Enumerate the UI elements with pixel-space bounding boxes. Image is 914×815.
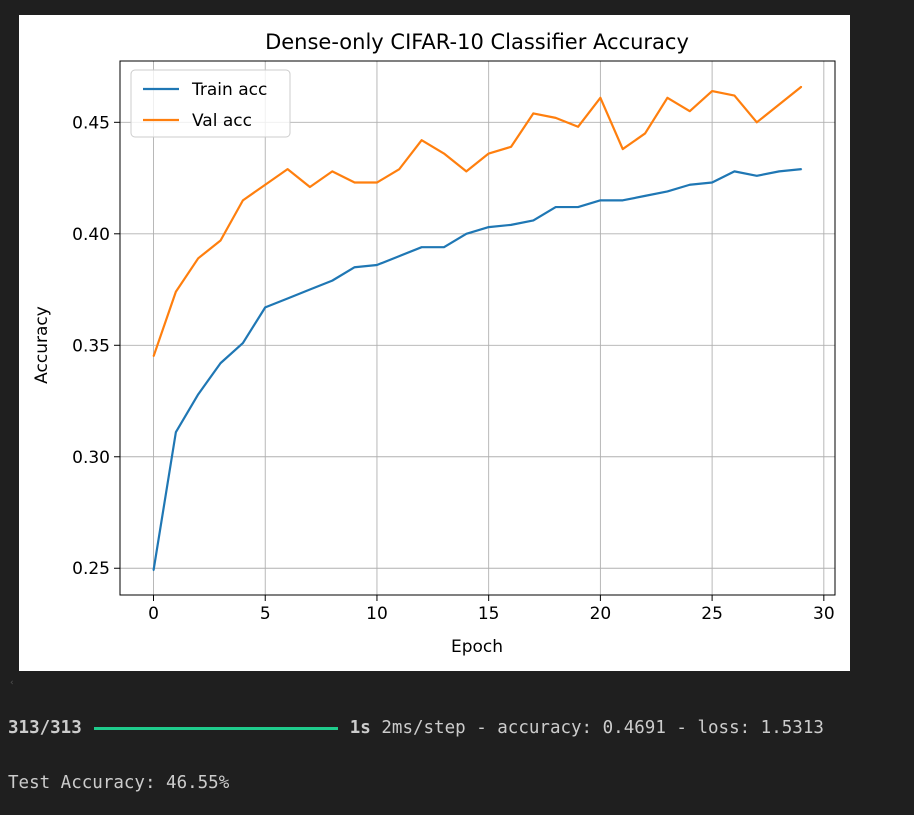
x-tick-label: 10 — [366, 604, 388, 624]
train-acc-point — [219, 362, 222, 364]
train-acc-point — [421, 246, 423, 248]
train-acc-point — [733, 170, 736, 172]
train-acc-point — [778, 170, 780, 172]
val-acc-point — [622, 148, 624, 150]
val-acc-point — [555, 117, 557, 119]
val-acc-point — [242, 199, 244, 201]
x-tick-label: 25 — [701, 604, 723, 624]
y-tick-label: 0.35 — [72, 336, 110, 356]
plot-frame — [119, 60, 836, 596]
legend-val-label: Val acc — [192, 111, 252, 131]
train-acc-point — [376, 264, 378, 266]
x-tick-label: 30 — [813, 604, 835, 624]
step-metrics: 2ms/step - accuracy: 0.4691 - loss: 1.53… — [370, 718, 824, 738]
val-acc-point — [398, 168, 400, 170]
val-acc-point — [465, 170, 467, 172]
val-acc-point — [152, 355, 155, 358]
grid — [120, 61, 835, 595]
accuracy-chart: Dense-only CIFAR-10 Classifier Accuracy … — [32, 30, 836, 657]
train-acc-point — [242, 342, 244, 344]
train-acc-point — [197, 393, 199, 395]
elapsed-time: 1s — [349, 718, 371, 738]
val-acc-point — [175, 291, 177, 293]
train-acc-point — [152, 569, 155, 572]
train-acc-point — [644, 195, 646, 197]
val-acc-point — [443, 152, 445, 155]
val-acc-point — [376, 181, 378, 184]
val-acc-point — [733, 94, 736, 97]
val-acc-point — [421, 139, 423, 141]
val-acc-point — [309, 186, 311, 188]
train-acc-point — [443, 246, 445, 248]
val-acc-point — [510, 146, 512, 148]
legend-train-label: Train acc — [191, 80, 267, 100]
legend: Train acc Val acc — [130, 69, 291, 138]
val-acc-point — [331, 170, 333, 172]
val-acc-point — [756, 121, 758, 123]
train-acc-point — [488, 226, 490, 228]
ticks: 0 5 10 15 20 25 30 0.25 0.30 0.35 0.40 0.45 — [72, 113, 835, 624]
train-acc-point — [756, 175, 758, 177]
progress-line: 313/313 1s 2ms/step - accuracy: 0.4691 - … — [8, 716, 824, 740]
test-accuracy-text: Test Accuracy: 46.55% — [8, 773, 230, 793]
x-axis-label: Epoch — [451, 637, 503, 657]
train-acc-line — [152, 168, 802, 571]
output-scroll-indicator[interactable]: ‹ — [10, 678, 14, 688]
x-tick-label: 20 — [590, 604, 612, 624]
train-acc-point — [555, 206, 557, 208]
train-acc-point — [800, 168, 803, 170]
y-axis-label: Accuracy — [32, 306, 52, 384]
chart-title: Dense-only CIFAR-10 Classifier Accuracy — [265, 30, 689, 54]
train-acc-point — [532, 219, 534, 222]
plot-output: Dense-only CIFAR-10 Classifier Accuracy … — [19, 15, 850, 671]
progress-count: 313/313 — [8, 718, 82, 738]
val-acc-point — [532, 112, 534, 114]
val-acc-point — [778, 103, 780, 106]
train-acc-point — [711, 181, 713, 184]
progress-bar — [93, 726, 338, 730]
val-acc-point — [219, 239, 222, 242]
x-tick-label: 5 — [260, 604, 271, 624]
val-acc-point — [286, 168, 289, 170]
train-acc-point — [309, 288, 311, 291]
test-accuracy-output: Test Accuracy: 46.55% — [8, 771, 229, 795]
train-acc-point — [465, 233, 467, 235]
series-lines — [152, 85, 803, 572]
val-acc-point — [666, 97, 669, 99]
y-tick-label: 0.40 — [72, 225, 110, 245]
val-acc-point — [197, 257, 199, 259]
x-tick-label: 0 — [148, 604, 159, 624]
train-acc-point — [666, 190, 669, 193]
val-acc-point — [264, 184, 266, 186]
train-acc-point — [286, 297, 289, 300]
train-acc-point — [331, 280, 333, 282]
val-acc-point — [711, 90, 713, 92]
train-acc-point — [398, 255, 400, 257]
val-acc-point — [689, 110, 691, 112]
train-acc-point — [599, 199, 601, 201]
val-acc-line — [152, 85, 803, 357]
train-acc-point — [354, 266, 356, 268]
val-acc-point — [354, 181, 356, 184]
val-acc-point — [599, 97, 601, 99]
val-acc-point — [800, 86, 803, 88]
y-tick-label: 0.25 — [72, 559, 110, 579]
val-acc-point — [644, 132, 646, 135]
train-acc-point — [510, 224, 512, 226]
val-acc-point — [488, 152, 490, 155]
train-acc-point — [175, 431, 177, 433]
train-acc-point — [577, 206, 579, 208]
val-acc-point — [577, 126, 579, 128]
y-tick-label: 0.45 — [72, 113, 110, 133]
x-tick-label: 15 — [478, 604, 500, 624]
y-tick-label: 0.30 — [72, 448, 110, 468]
train-acc-point — [622, 199, 624, 201]
train-acc-point — [689, 184, 691, 186]
train-acc-point — [264, 306, 266, 308]
